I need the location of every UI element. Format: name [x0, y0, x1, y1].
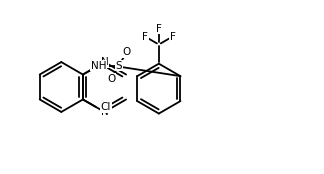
Text: F: F — [170, 31, 176, 42]
Text: O: O — [122, 47, 131, 57]
Text: N: N — [101, 107, 108, 117]
Text: F: F — [156, 23, 162, 34]
Text: S: S — [116, 61, 122, 71]
Text: Cl: Cl — [101, 102, 111, 112]
Text: NH: NH — [91, 61, 106, 71]
Text: O: O — [107, 74, 115, 84]
Text: N: N — [101, 57, 108, 67]
Text: F: F — [142, 31, 148, 42]
